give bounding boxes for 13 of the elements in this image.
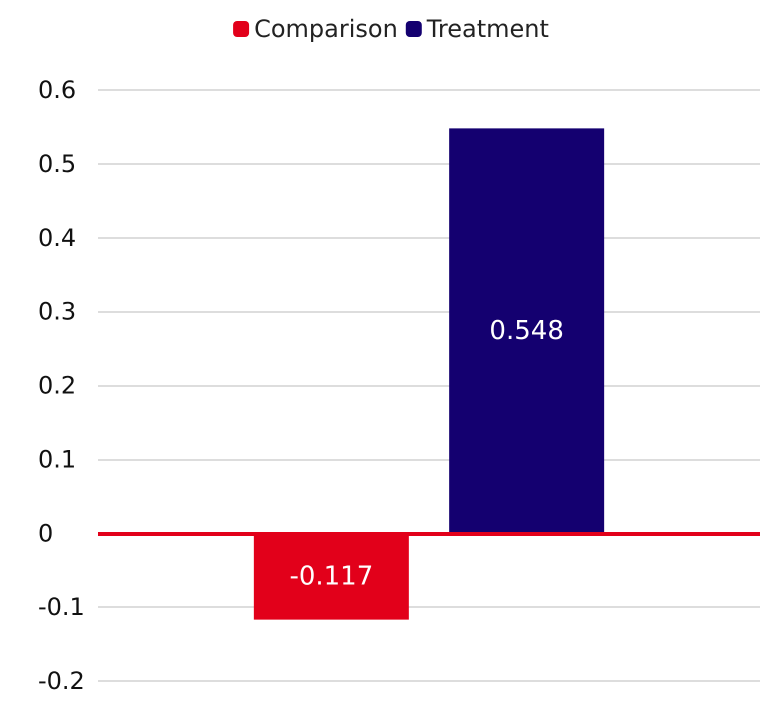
y-tick-label: 0.3 [38, 298, 76, 326]
y-tick-label: 0.2 [38, 372, 76, 400]
y-tick-label: -0.1 [38, 593, 85, 622]
y-tick-label: 0.4 [38, 224, 76, 252]
y-tick-label: 0.5 [38, 150, 76, 178]
legend-label: Treatment [426, 15, 549, 43]
y-tick-label: 0.6 [38, 76, 76, 104]
y-tick-label: 0.1 [38, 445, 76, 474]
data-label: 0.548 [489, 316, 564, 346]
y-tick-label: -0.2 [38, 667, 85, 695]
y-tick-label: 0 [38, 519, 54, 548]
legend-label: Comparison [254, 15, 398, 43]
data-label: -0.117 [289, 561, 374, 592]
